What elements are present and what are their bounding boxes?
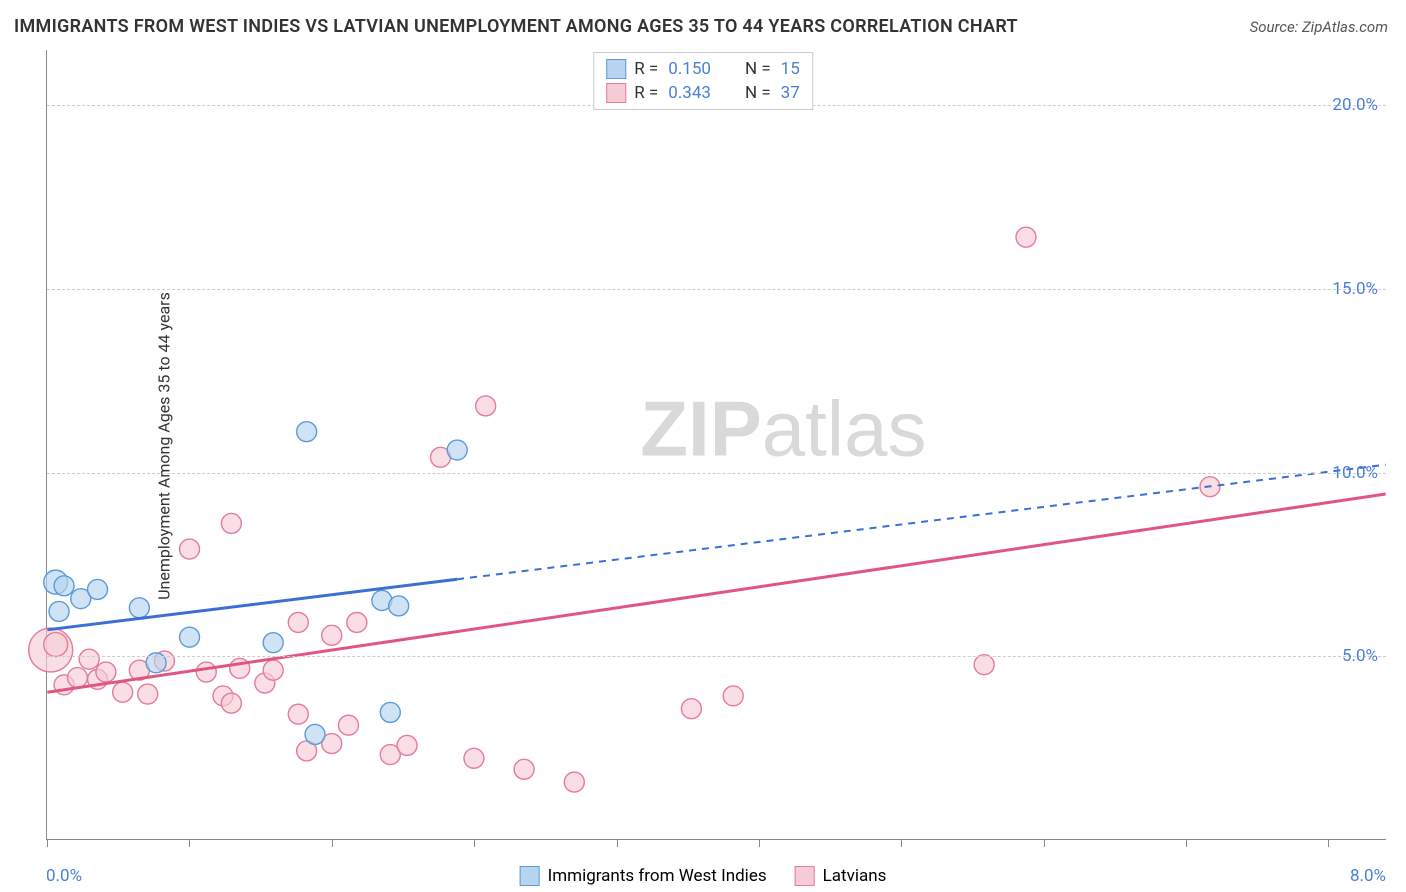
scatter-point (180, 539, 200, 559)
legend-n-value: 15 (781, 59, 800, 79)
scatter-point (380, 702, 400, 722)
scatter-point (96, 662, 116, 682)
scatter-point (79, 649, 99, 669)
scatter-point (464, 748, 484, 768)
scatter-point (476, 396, 496, 416)
scatter-point (1016, 227, 1036, 247)
scatter-point (447, 440, 467, 460)
scatter-point (305, 724, 325, 744)
chart-svg (47, 50, 1386, 839)
legend-n-label: N = (745, 83, 771, 103)
legend-correlation: R = 0.150 N = 15 R = 0.343 N = 37 (593, 52, 813, 110)
scatter-point (67, 668, 87, 688)
scatter-point (221, 693, 241, 713)
legend-n-value: 37 (781, 83, 800, 103)
gridline (47, 656, 1386, 657)
x-tick (1044, 839, 1045, 847)
scatter-point (129, 598, 149, 618)
scatter-point (564, 772, 584, 792)
scatter-point (49, 601, 69, 621)
x-axis-max-label: 8.0% (1350, 866, 1386, 886)
scatter-point (338, 715, 358, 735)
y-tick-label: 20.0% (1332, 95, 1378, 115)
scatter-point (288, 612, 308, 632)
legend-series: Immigrants from West Indies Latvians (520, 866, 887, 886)
source-label: Source: ZipAtlas.com (1250, 18, 1388, 36)
legend-swatch (606, 83, 626, 103)
x-tick (617, 839, 618, 847)
scatter-point (88, 579, 108, 599)
scatter-point (514, 759, 534, 779)
gridline (47, 289, 1386, 290)
legend-r-label: R = (634, 83, 658, 103)
x-tick (47, 839, 48, 847)
y-tick-label: 10.0% (1332, 463, 1378, 483)
y-tick-label: 15.0% (1332, 279, 1378, 299)
x-tick (901, 839, 902, 847)
legend-swatch (606, 59, 626, 79)
scatter-point (138, 684, 158, 704)
scatter-point (322, 625, 342, 645)
trend-line (47, 494, 1385, 692)
legend-r-label: R = (634, 59, 658, 79)
legend-label: Latvians (823, 866, 887, 886)
legend-swatch (795, 866, 815, 886)
gridline (47, 473, 1386, 474)
x-tick (759, 839, 760, 847)
scatter-point (288, 704, 308, 724)
legend-row: R = 0.150 N = 15 (606, 57, 800, 81)
legend-r-value: 0.150 (668, 59, 711, 79)
scatter-point (196, 662, 216, 682)
legend-item: Latvians (795, 866, 887, 886)
scatter-point (723, 686, 743, 706)
x-axis-min-label: 0.0% (46, 866, 82, 886)
scatter-point (347, 612, 367, 632)
chart-title: IMMIGRANTS FROM WEST INDIES VS LATVIAN U… (14, 16, 1018, 37)
scatter-point (44, 633, 68, 657)
scatter-point (297, 422, 317, 442)
scatter-point (54, 576, 74, 596)
legend-n-label: N = (745, 59, 771, 79)
x-tick (1328, 839, 1329, 847)
scatter-point (221, 513, 241, 533)
scatter-point (397, 735, 417, 755)
legend-swatch (520, 866, 540, 886)
scatter-point (113, 682, 133, 702)
scatter-point (263, 633, 283, 653)
legend-label: Immigrants from West Indies (548, 866, 767, 886)
x-tick (332, 839, 333, 847)
legend-item: Immigrants from West Indies (520, 866, 767, 886)
scatter-point (180, 627, 200, 647)
scatter-point (974, 655, 994, 675)
y-tick-label: 5.0% (1342, 646, 1378, 666)
legend-r-value: 0.343 (668, 83, 711, 103)
legend-row: R = 0.343 N = 37 (606, 81, 800, 105)
scatter-point (263, 660, 283, 680)
x-tick (1186, 839, 1187, 847)
x-tick (474, 839, 475, 847)
plot-area: ZIPatlas 5.0%10.0%15.0%20.0% (46, 50, 1386, 840)
scatter-point (389, 596, 409, 616)
x-tick (189, 839, 190, 847)
scatter-point (681, 699, 701, 719)
